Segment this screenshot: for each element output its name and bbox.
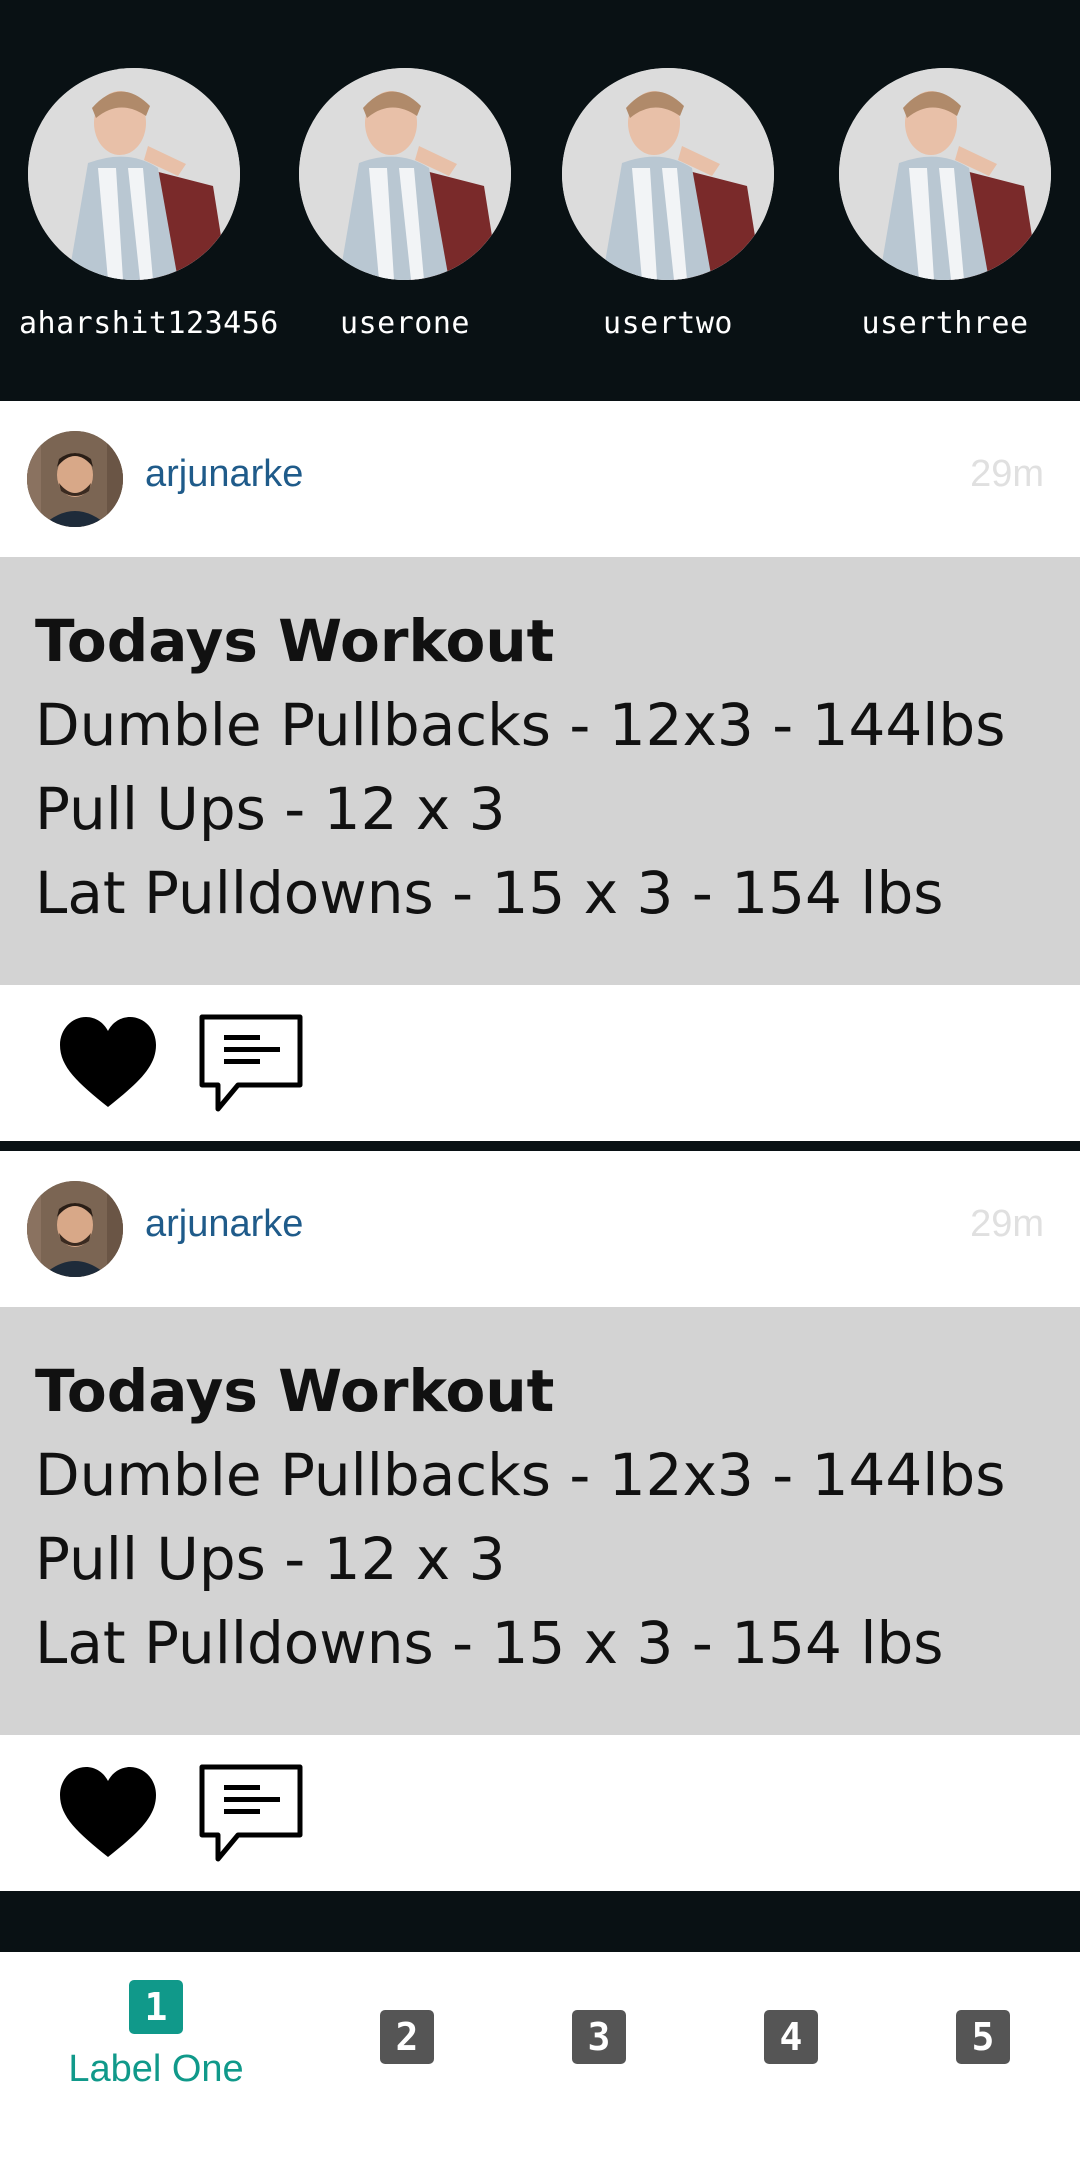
story-avatar[interactable] [839, 68, 1051, 280]
user-avatar-icon [27, 1181, 123, 1277]
author-avatar[interactable] [27, 431, 123, 527]
comment-icon[interactable] [198, 1013, 304, 1115]
user-avatar-icon [839, 68, 1051, 280]
feed-post: arjunarke 29m Todays Workout Dumble Pull… [0, 1151, 1080, 1891]
story-username: userthree [861, 306, 1029, 341]
story-username: aharshit123456 [19, 306, 279, 341]
tab-five[interactable]: 5 [933, 1952, 1033, 2160]
bottom-navigation: 1 Label One 2 3 4 5 [0, 1952, 1080, 2160]
post-username[interactable]: arjunarke [145, 453, 304, 495]
author-avatar[interactable] [27, 1181, 123, 1277]
tab-badge: 2 [380, 2010, 434, 2064]
post-line: Pull Ups - 12 x 3 [35, 1525, 506, 1593]
post-content: Todays Workout Dumble Pullbacks - 12x3 -… [0, 1307, 1080, 1735]
user-avatar-icon [562, 68, 774, 280]
comment-icon[interactable] [198, 1763, 304, 1865]
post-line: Lat Pulldowns - 15 x 3 - 154 lbs [35, 859, 944, 927]
post-line: Dumble Pullbacks - 12x3 - 144lbs [35, 691, 1006, 759]
post-actions [0, 985, 1080, 1141]
story-avatar[interactable] [28, 68, 240, 280]
post-username[interactable]: arjunarke [145, 1203, 304, 1245]
post-header: arjunarke 29m [0, 1151, 1080, 1307]
heart-icon[interactable] [58, 1765, 158, 1861]
story-item[interactable]: usertwo [553, 68, 783, 341]
post-actions [0, 1735, 1080, 1891]
post-timestamp: 29m [970, 1203, 1044, 1245]
tab-two[interactable]: 2 [357, 1952, 457, 2160]
tab-label: Label One [68, 2048, 244, 2090]
story-avatar[interactable] [299, 68, 511, 280]
tab-badge: 4 [764, 2010, 818, 2064]
post-content: Todays Workout Dumble Pullbacks - 12x3 -… [0, 557, 1080, 985]
heart-icon[interactable] [58, 1015, 158, 1111]
post-title: Todays Workout [35, 1357, 555, 1425]
story-item[interactable]: userone [290, 68, 520, 341]
story-username: userone [340, 306, 470, 341]
stories-bar: aharshit123456 userone [0, 0, 1080, 401]
tab-badge: 5 [956, 2010, 1010, 2064]
post-line: Lat Pulldowns - 15 x 3 - 154 lbs [35, 1609, 944, 1677]
feed-post: arjunarke 29m Todays Workout Dumble Pull… [0, 401, 1080, 1141]
story-item[interactable]: userthree [830, 68, 1060, 341]
story-username: usertwo [603, 306, 733, 341]
post-timestamp: 29m [970, 453, 1044, 495]
post-line: Pull Ups - 12 x 3 [35, 775, 506, 843]
story-avatar[interactable] [562, 68, 774, 280]
user-avatar-icon [299, 68, 511, 280]
post-header: arjunarke 29m [0, 401, 1080, 557]
post-title: Todays Workout [35, 607, 555, 675]
tab-four[interactable]: 4 [741, 1952, 841, 2160]
tab-badge: 3 [572, 2010, 626, 2064]
story-item[interactable]: aharshit123456 [19, 68, 279, 341]
tab-one[interactable]: 1 Label One [56, 1952, 256, 2160]
user-avatar-icon [28, 68, 240, 280]
post-line: Dumble Pullbacks - 12x3 - 144lbs [35, 1441, 1006, 1509]
tab-badge: 1 [129, 1980, 183, 2034]
user-avatar-icon [27, 431, 123, 527]
tab-three[interactable]: 3 [549, 1952, 649, 2160]
